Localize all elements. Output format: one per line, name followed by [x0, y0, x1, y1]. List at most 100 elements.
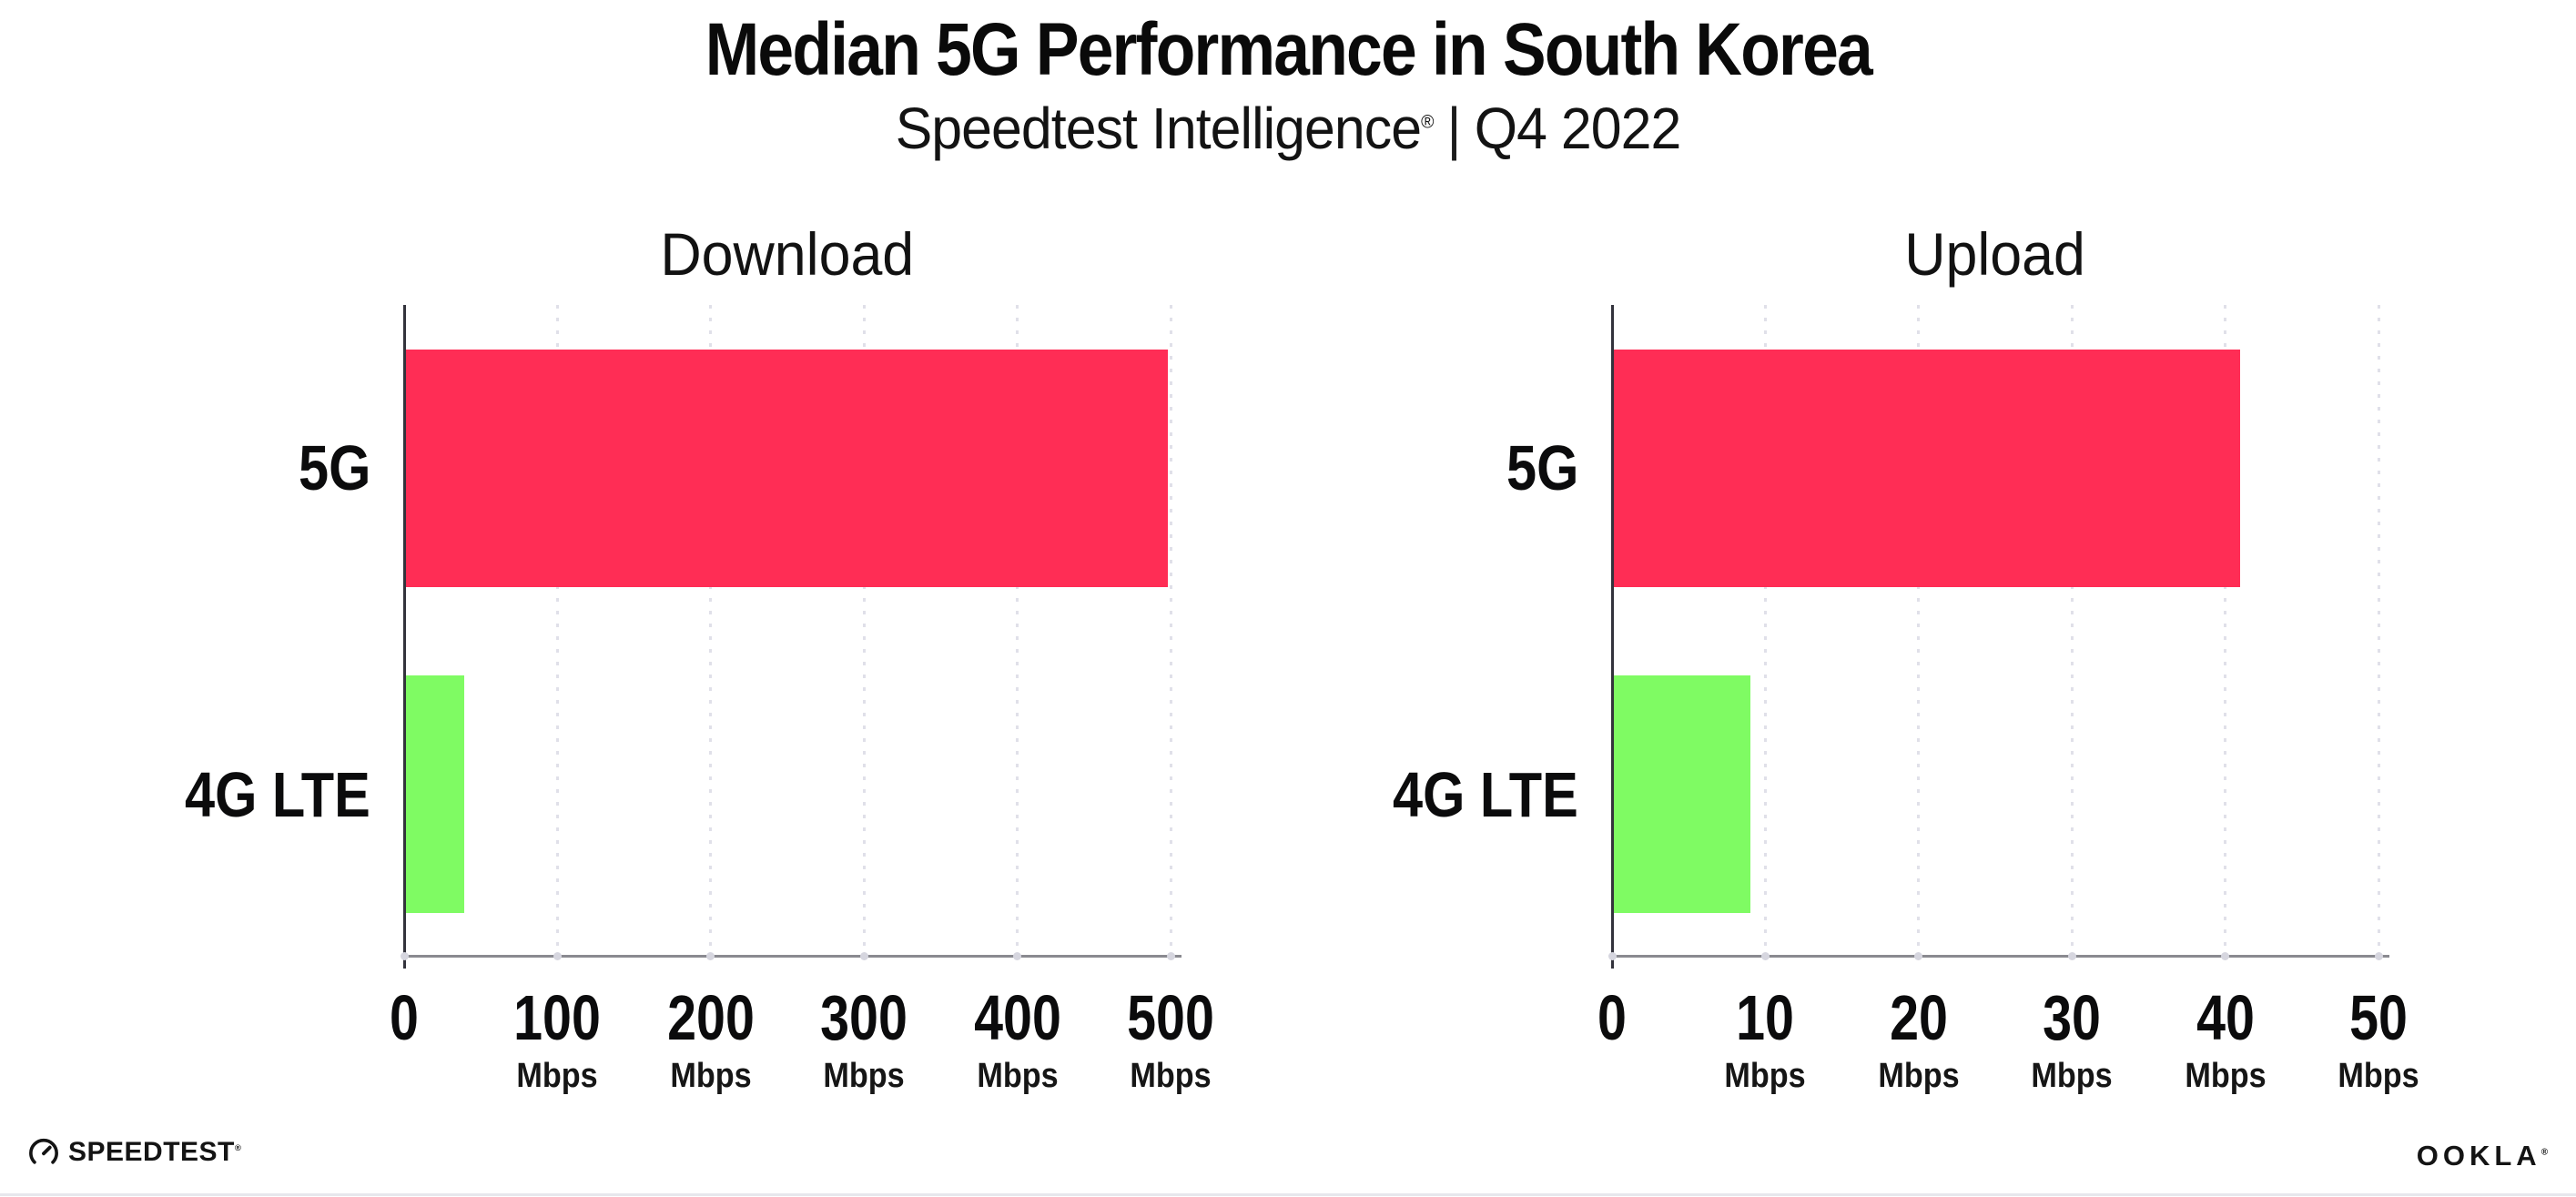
axis-tick-dot [1607, 952, 1617, 960]
x-tick-unit-text: Mbps [2184, 1057, 2267, 1095]
x-tick-value: 10 [1736, 982, 1795, 1053]
download-chart: Download 5G 4G LTE 0 100 Mbps 200 Mbps 300 Mbps 40… [185, 220, 1214, 1095]
category-label-text: 4G LTE [185, 758, 370, 830]
axis-tick-dot [1914, 952, 1923, 960]
axis-tick-dot [1166, 952, 1175, 960]
gridline [709, 305, 713, 958]
chart-title-text: Upload [1904, 220, 2086, 288]
x-tick-unit-text: Mbps [823, 1057, 905, 1095]
x-tick-label: 500 [1118, 986, 1224, 1050]
speedtest-logo-text: SPEEDTEST® [68, 1137, 241, 1168]
speedtest-registered-icon: ® [234, 1143, 242, 1153]
category-label-4g-lte: 4G LTE [1360, 763, 1578, 827]
x-tick-value: 300 [820, 982, 908, 1053]
x-tick-label: 20 [1883, 986, 1954, 1050]
gridline [2070, 305, 2074, 958]
x-tick-unit: Mbps [972, 1057, 1062, 1095]
chart-title: Upload [1612, 219, 2378, 289]
x-tick-label: 100 [504, 986, 611, 1050]
category-label-text: 5G [1506, 432, 1578, 504]
gridline [2377, 305, 2380, 958]
gridline [1917, 305, 1921, 958]
chart-title-text: Download [660, 220, 915, 288]
x-tick-label: 0 [1595, 986, 1630, 1050]
x-tick-label: 10 [1729, 986, 1800, 1050]
bar-5g [406, 349, 1168, 587]
x-tick-value: 500 [1127, 982, 1214, 1053]
x-tick-unit: Mbps [1125, 1057, 1215, 1095]
x-tick-unit-text: Mbps [1878, 1057, 1960, 1095]
ookla-registered-icon: ® [2541, 1147, 2552, 1158]
gridline [862, 305, 866, 958]
gridline [1016, 305, 1019, 958]
subtitle-brand: Speedtest Intelligence [895, 96, 1422, 161]
x-tick-label: 300 [811, 986, 918, 1050]
axis-tick-dot [2374, 952, 2383, 960]
x-tick-unit: Mbps [2180, 1057, 2270, 1095]
page-subtitle: Speedtest Intelligence® | Q4 2022 [0, 95, 2576, 162]
subtitle-divider: | [1446, 96, 1462, 161]
axis-tick-dot [706, 952, 715, 960]
gridline [1169, 305, 1172, 958]
x-tick-value: 200 [666, 982, 755, 1053]
x-tick-unit-text: Mbps [2031, 1057, 2113, 1095]
speedtest-logo: SPEEDTEST® [27, 1136, 241, 1169]
x-tick-unit-text: Mbps [516, 1057, 599, 1095]
bar-4g-lte [1614, 675, 1750, 914]
x-tick-unit: Mbps [1720, 1057, 1810, 1095]
x-tick-unit-text: Mbps [1130, 1057, 1212, 1095]
y-axis-line [1611, 305, 1614, 969]
x-tick-unit: Mbps [819, 1057, 909, 1095]
ookla-logo: OOKLA® [2417, 1140, 2552, 1172]
category-label-4g-lte: 4G LTE [152, 763, 370, 827]
x-tick-value: 20 [1889, 982, 1948, 1053]
x-axis-line [1612, 955, 2389, 958]
page-title: Median 5G Performance in South Korea [0, 7, 2576, 93]
x-axis-line [404, 955, 1182, 958]
bar-5g [1614, 349, 2241, 587]
chart-title: Download [404, 219, 1171, 289]
x-tick-value: 0 [390, 982, 419, 1053]
gridline [1763, 305, 1767, 958]
x-tick-value: 50 [2349, 982, 2408, 1053]
axis-tick-dot [1013, 952, 1022, 960]
speedtest-gauge-icon [29, 1138, 58, 1164]
x-tick-unit: Mbps [2333, 1057, 2423, 1095]
gridline [2224, 305, 2227, 958]
x-tick-value: 30 [2043, 982, 2102, 1053]
x-tick-label: 400 [964, 986, 1070, 1050]
axis-tick-dot [859, 952, 868, 960]
x-tick-value: 100 [513, 982, 602, 1053]
category-label-text: 5G [298, 432, 370, 504]
ookla-wordmark: OOKLA [2416, 1140, 2541, 1172]
axis-tick-dot [2067, 952, 2076, 960]
x-tick-unit-text: Mbps [976, 1057, 1059, 1095]
speedtest-wordmark: SPEEDTEST [68, 1137, 235, 1167]
x-tick-label: 30 [2036, 986, 2107, 1050]
y-axis-line [403, 305, 406, 969]
page-title-text: Median 5G Performance in South Korea [705, 8, 1872, 91]
x-tick-label: 0 [387, 986, 422, 1050]
x-tick-value: 0 [1597, 982, 1627, 1053]
upload-chart: Upload 5G 4G LTE 0 10 Mbps 20 Mbps 30 Mbps 40 Mbps 5… [1393, 220, 2419, 1095]
axis-tick-dot [1760, 952, 1770, 960]
x-tick-unit: Mbps [2027, 1057, 2117, 1095]
x-tick-unit-text: Mbps [1724, 1057, 1807, 1095]
x-tick-label: 40 [2190, 986, 2261, 1050]
registered-trademark-icon: ® [1421, 111, 1434, 133]
bar-4g-lte [406, 675, 464, 914]
gridline [555, 305, 559, 958]
subtitle-period: Q4 2022 [1474, 96, 1682, 161]
x-tick-unit: Mbps [512, 1057, 603, 1095]
category-label-text: 4G LTE [1393, 758, 1578, 830]
axis-tick-dot [2221, 952, 2230, 960]
axis-tick-dot [553, 952, 562, 960]
x-tick-value: 40 [2196, 982, 2255, 1053]
x-tick-unit-text: Mbps [670, 1057, 752, 1095]
category-label-5g: 5G [1494, 436, 1578, 500]
x-tick-value: 400 [973, 982, 1061, 1053]
x-tick-unit: Mbps [1873, 1057, 1963, 1095]
x-tick-label: 50 [2343, 986, 2414, 1050]
category-label-5g: 5G [286, 436, 370, 500]
x-tick-unit-text: Mbps [2338, 1057, 2419, 1095]
